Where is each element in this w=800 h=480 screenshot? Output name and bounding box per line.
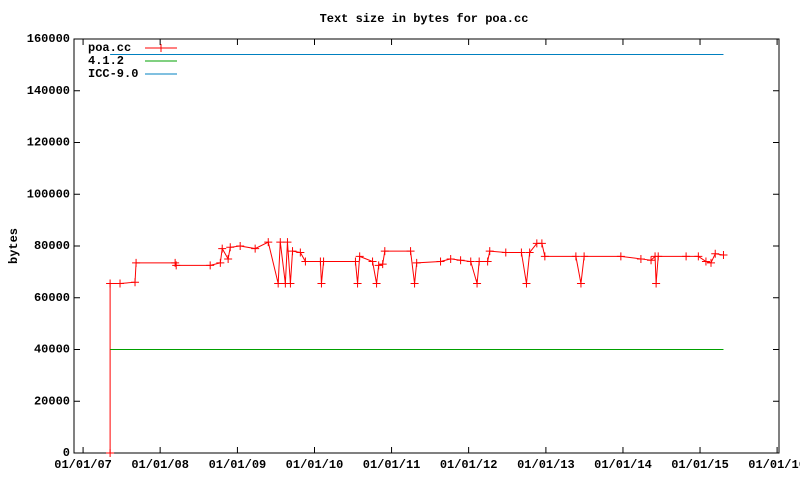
point-marker xyxy=(525,248,534,257)
point-marker xyxy=(106,449,115,457)
point-marker xyxy=(647,256,656,265)
x-tick-label: 01/01/07 xyxy=(54,458,112,472)
point-marker xyxy=(701,257,710,266)
x-tick-label: 01/01/09 xyxy=(209,458,267,472)
x-tick-label: 01/01/13 xyxy=(517,458,575,472)
point-marker xyxy=(456,256,465,265)
point-marker xyxy=(317,279,326,288)
point-marker xyxy=(216,258,225,267)
point-marker xyxy=(372,279,381,288)
point-marker xyxy=(251,244,260,253)
y-tick-label: 80000 xyxy=(34,239,70,253)
point-marker xyxy=(652,279,661,288)
point-marker xyxy=(694,252,703,261)
point-marker xyxy=(682,252,691,261)
point-marker xyxy=(719,251,728,260)
point-marker xyxy=(132,258,141,267)
point-marker xyxy=(378,260,387,269)
point-marker xyxy=(406,247,415,256)
point-marker xyxy=(654,252,663,261)
y-tick-label: 40000 xyxy=(34,343,70,357)
point-marker xyxy=(218,244,227,253)
point-marker xyxy=(616,252,625,261)
point-marker xyxy=(368,257,377,266)
x-tick-label: 01/01/16 xyxy=(748,458,800,472)
y-axis-label: bytes xyxy=(7,228,21,264)
y-tick-label: 100000 xyxy=(27,187,70,201)
y-tick-label: 20000 xyxy=(34,394,70,408)
point-marker xyxy=(131,278,140,287)
point-marker xyxy=(412,258,421,267)
point-marker xyxy=(106,279,115,288)
y-tick-label: 0 xyxy=(63,446,70,460)
point-marker xyxy=(296,248,305,257)
y-tick-label: 120000 xyxy=(27,136,70,150)
point-marker xyxy=(116,279,125,288)
point-marker xyxy=(580,252,589,261)
legend-label: ICC-9.0 xyxy=(88,67,138,81)
point-marker xyxy=(707,258,716,267)
y-tick-label: 60000 xyxy=(34,291,70,305)
point-marker xyxy=(226,243,235,252)
chart-title: Text size in bytes for poa.cc xyxy=(320,12,529,26)
point-marker xyxy=(540,252,549,261)
point-marker xyxy=(501,248,510,257)
point-marker xyxy=(355,252,364,261)
point-marker xyxy=(264,238,273,247)
x-tick-label: 01/01/12 xyxy=(440,458,498,472)
point-marker xyxy=(374,261,383,270)
point-marker xyxy=(283,238,292,247)
legend-marker xyxy=(157,44,165,52)
point-marker xyxy=(473,279,482,288)
point-marker xyxy=(711,249,720,258)
point-marker xyxy=(236,242,245,250)
point-marker xyxy=(537,239,546,248)
point-marker xyxy=(276,238,285,247)
point-marker xyxy=(288,247,297,256)
point-marker xyxy=(571,252,580,261)
point-marker xyxy=(351,257,360,266)
point-marker xyxy=(466,257,475,266)
point-marker xyxy=(446,254,455,263)
point-marker xyxy=(206,261,215,270)
point-marker xyxy=(636,254,645,263)
y-tick-label: 160000 xyxy=(27,32,70,46)
point-marker xyxy=(380,247,389,256)
point-marker xyxy=(576,279,585,288)
point-marker xyxy=(475,257,484,266)
point-marker xyxy=(517,248,526,257)
point-marker xyxy=(274,279,283,288)
point-marker xyxy=(485,247,494,256)
point-marker xyxy=(301,257,310,266)
x-tick-label: 01/01/11 xyxy=(363,458,421,472)
point-marker xyxy=(436,257,445,266)
x-tick-label: 01/01/15 xyxy=(671,458,729,472)
legend-label: poa.cc xyxy=(88,41,131,55)
point-marker xyxy=(286,279,295,288)
x-tick-label: 01/01/14 xyxy=(594,458,652,472)
x-tick-label: 01/01/10 xyxy=(286,458,344,472)
point-marker xyxy=(522,279,531,288)
point-marker xyxy=(353,279,362,288)
point-marker xyxy=(224,254,233,263)
point-marker xyxy=(319,257,328,266)
plot-border xyxy=(73,38,780,454)
series-line xyxy=(109,241,724,453)
point-marker xyxy=(483,257,492,266)
y-tick-label: 140000 xyxy=(27,84,70,98)
point-marker xyxy=(410,279,419,288)
point-marker xyxy=(172,261,181,270)
x-tick-label: 01/01/08 xyxy=(131,458,189,472)
legend-label: 4.1.2 xyxy=(88,54,124,68)
